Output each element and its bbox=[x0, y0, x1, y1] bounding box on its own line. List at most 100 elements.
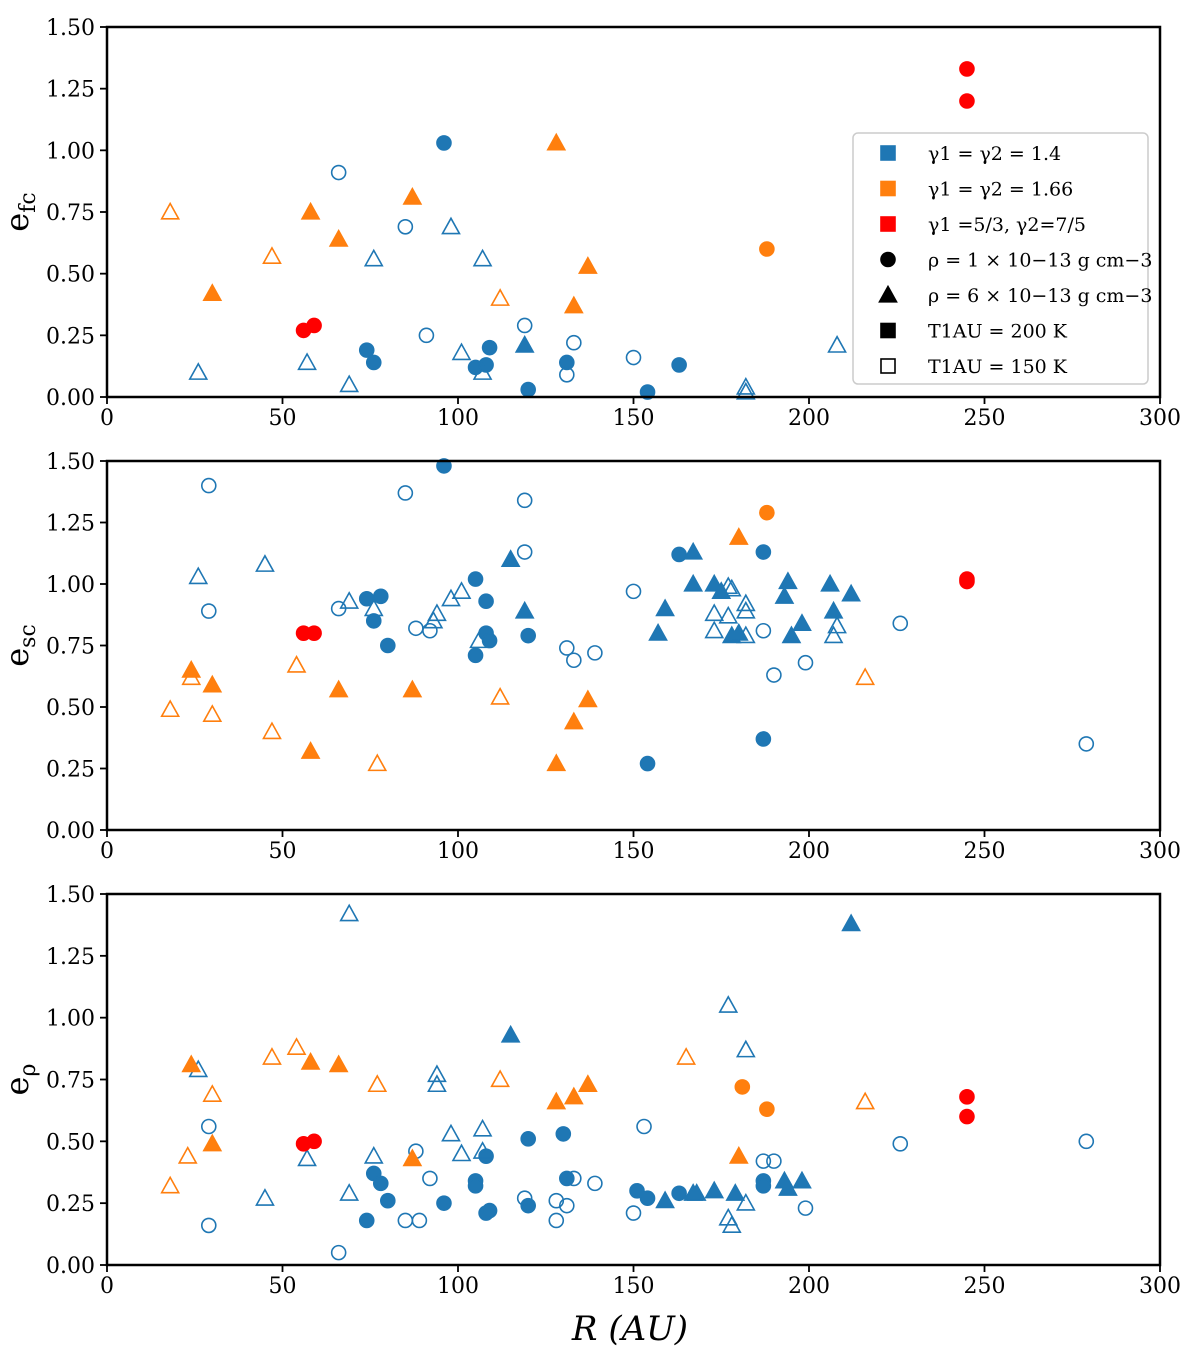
data-point bbox=[358, 1212, 375, 1229]
data-point bbox=[728, 1146, 749, 1164]
data-point bbox=[566, 1170, 582, 1187]
data-point bbox=[892, 1136, 909, 1152]
data-point bbox=[648, 623, 668, 641]
x-tick-label: 150 bbox=[613, 839, 655, 864]
data-point bbox=[721, 1215, 742, 1234]
data-point bbox=[959, 1089, 975, 1105]
data-point bbox=[427, 1064, 447, 1083]
data-point bbox=[467, 1178, 484, 1194]
plot-frame bbox=[105, 892, 1162, 1267]
panel-3: 0 50 100 150 200 250 300 0.00 0.25 0.50 0.75 1.00 1.… bbox=[0, 883, 1181, 1299]
data-point bbox=[546, 753, 567, 772]
y-axis-title-subscript: ρ bbox=[16, 1064, 41, 1077]
legend-label: γ1 = γ2 = 1.66 bbox=[928, 179, 1073, 201]
data-point bbox=[559, 1197, 575, 1214]
data-point bbox=[363, 1146, 384, 1164]
data-points bbox=[160, 61, 975, 400]
data-point bbox=[300, 741, 321, 759]
x-tick-label: 250 bbox=[964, 839, 1006, 864]
data-point bbox=[725, 1183, 746, 1201]
panels: 0 50 100 150 200 250 300 0.00 0.25 0.50 0.75 1.00 1.… bbox=[0, 16, 1181, 1299]
data-point bbox=[1078, 736, 1095, 752]
data-point bbox=[200, 477, 217, 494]
data-point bbox=[436, 1195, 452, 1211]
data-point bbox=[735, 593, 756, 612]
legend-label: ρ = 6 × 10−13 g cm−3 bbox=[928, 285, 1152, 307]
x-tick-label: 0 bbox=[100, 1274, 114, 1299]
data-points bbox=[160, 458, 1095, 772]
data-point bbox=[363, 598, 384, 617]
data-point bbox=[160, 699, 181, 718]
legend-label: γ1 =5/3, γ2=7/5 bbox=[928, 214, 1086, 236]
legend-marker bbox=[880, 180, 896, 197]
data-point bbox=[735, 376, 756, 395]
x-tick-label: 100 bbox=[437, 839, 479, 864]
plot-frame bbox=[105, 459, 1162, 832]
data-point bbox=[686, 1183, 707, 1201]
data-point bbox=[262, 721, 282, 740]
data-point bbox=[481, 1202, 498, 1219]
data-point bbox=[629, 1183, 645, 1199]
data-point bbox=[671, 1185, 687, 1202]
data-point bbox=[520, 1131, 537, 1147]
data-point bbox=[563, 295, 584, 314]
data-point bbox=[625, 1205, 642, 1221]
data-point bbox=[328, 679, 349, 698]
data-point bbox=[578, 689, 598, 708]
x-tick-label: 100 bbox=[437, 1274, 479, 1299]
data-point bbox=[402, 679, 423, 698]
y-axis-title-base: e bbox=[0, 648, 36, 667]
data-point bbox=[202, 704, 223, 722]
data-point bbox=[671, 357, 687, 373]
data-point bbox=[160, 201, 181, 220]
y-tick-label: 0.75 bbox=[46, 201, 95, 226]
y-tick-label: 1.00 bbox=[46, 573, 95, 598]
data-point bbox=[202, 1133, 223, 1152]
data-point bbox=[500, 1024, 521, 1043]
data-point bbox=[520, 381, 537, 398]
data-point bbox=[959, 93, 975, 109]
data-point bbox=[766, 1153, 782, 1169]
data-point bbox=[472, 1141, 493, 1159]
data-point bbox=[262, 246, 282, 265]
data-point bbox=[546, 1091, 567, 1110]
x-tick-label: 50 bbox=[269, 1274, 297, 1299]
y-tick-label: 1.50 bbox=[46, 450, 95, 475]
data-point bbox=[202, 674, 223, 693]
data-point bbox=[797, 1200, 814, 1216]
data-point bbox=[841, 913, 861, 932]
data-point bbox=[855, 1091, 876, 1110]
x-tick-label: 150 bbox=[613, 1274, 655, 1299]
data-point bbox=[778, 571, 798, 590]
data-point bbox=[548, 1192, 565, 1209]
data-point bbox=[300, 1052, 321, 1070]
data-point bbox=[636, 1118, 652, 1135]
x-tick-label: 300 bbox=[1139, 406, 1181, 431]
data-point bbox=[827, 335, 847, 353]
data-point bbox=[379, 637, 396, 654]
data-point bbox=[441, 216, 461, 235]
data-point bbox=[451, 342, 472, 361]
data-point bbox=[625, 349, 642, 366]
x-tick-label: 300 bbox=[1139, 839, 1181, 864]
data-point bbox=[472, 1118, 493, 1137]
data-point bbox=[328, 1054, 349, 1073]
data-point bbox=[639, 384, 656, 400]
legend-marker bbox=[880, 216, 896, 232]
x-tick-label: 50 bbox=[269, 839, 297, 864]
data-point bbox=[514, 335, 535, 353]
y-tick-label: 0.50 bbox=[46, 696, 95, 721]
data-point bbox=[1078, 1133, 1095, 1150]
data-point bbox=[427, 1074, 447, 1093]
data-point bbox=[397, 1212, 414, 1229]
y-tick-label: 0.50 bbox=[46, 263, 95, 288]
x-tick-label: 250 bbox=[964, 1274, 1006, 1299]
data-point bbox=[759, 504, 775, 521]
data-point bbox=[339, 903, 360, 922]
data-point bbox=[467, 571, 484, 587]
data-point bbox=[255, 1188, 275, 1206]
data-point bbox=[671, 546, 687, 563]
data-point bbox=[563, 711, 584, 730]
data-point bbox=[555, 1126, 572, 1142]
data-point bbox=[397, 485, 414, 501]
